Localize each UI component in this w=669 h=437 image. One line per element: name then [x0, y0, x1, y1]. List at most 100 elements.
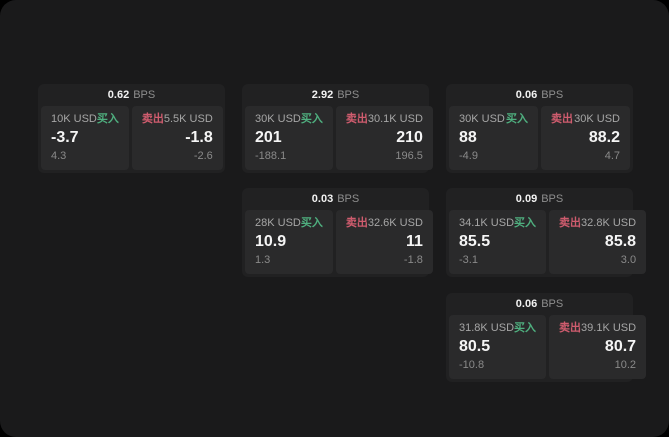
buy-amount: 34.1K USD — [459, 217, 515, 229]
card-header: 2.92 BPS — [242, 84, 429, 106]
sell-price: 80.7 — [604, 338, 637, 355]
card-header: 0.06 BPS — [446, 84, 633, 106]
quote-panels: 31.8K USD 买入 80.5 -10.8 卖出 39.1K USD 80.… — [449, 315, 647, 379]
buy-price: -3.7 — [51, 129, 79, 146]
sell-panel-header: 卖出 30K USD — [551, 113, 620, 126]
buy-change: 1.3 — [255, 254, 271, 266]
buy-amount: 28K USD — [255, 217, 301, 229]
bps-value: 0.09 — [515, 193, 538, 205]
buy-change: -4.9 — [459, 150, 478, 162]
sell-price: 88.2 — [588, 129, 620, 146]
card-header: 0.03 BPS — [242, 188, 429, 210]
buy-quote-panel[interactable]: 30K USD 买入 88 -4.9 — [449, 106, 538, 170]
bps-unit-label: BPS — [541, 298, 564, 310]
card-header: 0.06 BPS — [446, 293, 633, 315]
buy-change: 4.3 — [51, 150, 67, 162]
sell-amount: 32.6K USD — [367, 217, 423, 229]
sell-change: 10.2 — [614, 359, 637, 371]
buy-tag: 买入 — [506, 113, 528, 125]
sell-tag: 卖出 — [559, 217, 582, 229]
bps-unit-label: BPS — [337, 193, 360, 205]
bps-value: 0.03 — [311, 193, 334, 205]
sell-amount: 30K USD — [574, 113, 620, 125]
card-header: 0.09 BPS — [446, 188, 633, 210]
sell-quote-panel[interactable]: 卖出 39.1K USD 80.7 10.2 — [549, 315, 647, 379]
quote-panels: 30K USD 买入 201 -188.1 卖出 30.1K USD 210 1… — [245, 106, 433, 170]
sell-change: -1.8 — [403, 254, 423, 266]
quote-panels: 30K USD 买入 88 -4.9 卖出 30K USD 88.2 4.7 — [449, 106, 630, 170]
bps-value: 0.62 — [107, 89, 130, 101]
buy-panel-header: 10K USD 买入 — [51, 113, 119, 126]
buy-price: 80.5 — [459, 338, 491, 355]
buy-panel-header: 30K USD 买入 — [255, 113, 323, 126]
bps-value: 0.06 — [515, 89, 538, 101]
sell-change: 196.5 — [395, 150, 423, 162]
bps-unit-label: BPS — [541, 193, 564, 205]
buy-quote-panel[interactable]: 10K USD 买入 -3.7 4.3 — [41, 106, 129, 170]
quote-panels: 28K USD 买入 10.9 1.3 卖出 32.6K USD 11 -1.8 — [245, 210, 433, 274]
quote-card: 2.92 BPS 30K USD 买入 201 -188.1 卖出 30.1K … — [242, 84, 433, 173]
buy-tag: 买入 — [514, 217, 537, 229]
sell-change: -2.6 — [193, 150, 213, 162]
buy-tag: 买入 — [300, 113, 323, 125]
quote-card: 0.06 BPS 31.8K USD 买入 80.5 -10.8 卖出 39.1… — [446, 293, 647, 382]
buy-panel-header: 28K USD 买入 — [255, 217, 323, 230]
sell-panel-header: 卖出 32.6K USD — [346, 217, 423, 230]
buy-tag: 买入 — [514, 322, 537, 334]
sell-price: 11 — [405, 233, 423, 250]
buy-change: -10.8 — [459, 359, 485, 371]
bps-unit-label: BPS — [337, 89, 360, 101]
sell-quote-panel[interactable]: 卖出 32.6K USD 11 -1.8 — [335, 210, 433, 274]
bps-value: 0.06 — [515, 298, 538, 310]
sell-tag: 卖出 — [345, 217, 368, 229]
sell-quote-panel[interactable]: 卖出 30.1K USD 210 196.5 — [335, 106, 433, 170]
buy-quote-panel[interactable]: 28K USD 买入 10.9 1.3 — [245, 210, 333, 274]
quote-card: 0.06 BPS 30K USD 买入 88 -4.9 卖出 30K USD 8… — [446, 84, 633, 173]
sell-quote-panel[interactable]: 卖出 32.8K USD 85.8 3.0 — [549, 210, 647, 274]
sell-amount: 39.1K USD — [581, 322, 637, 334]
quote-card: 0.09 BPS 34.1K USD 买入 85.5 -3.1 卖出 32.8K… — [446, 188, 647, 277]
buy-change: -188.1 — [255, 150, 287, 162]
buy-quote-panel[interactable]: 34.1K USD 买入 85.5 -3.1 — [449, 210, 547, 274]
sell-price: -1.8 — [185, 129, 213, 146]
buy-tag: 买入 — [300, 217, 323, 229]
buy-change: -3.1 — [459, 254, 478, 266]
quote-panels: 34.1K USD 买入 85.5 -3.1 卖出 32.8K USD 85.8… — [449, 210, 647, 274]
sell-panel-header: 卖出 30.1K USD — [346, 113, 423, 126]
buy-amount: 30K USD — [459, 113, 505, 125]
quote-card: 0.62 BPS 10K USD 买入 -3.7 4.3 卖出 5.5K USD… — [38, 84, 225, 173]
buy-quote-panel[interactable]: 30K USD 买入 201 -188.1 — [245, 106, 333, 170]
buy-panel-header: 34.1K USD 买入 — [459, 217, 536, 230]
quote-card: 0.03 BPS 28K USD 买入 10.9 1.3 卖出 32.6K US… — [242, 188, 433, 277]
buy-tag: 买入 — [96, 113, 119, 125]
sell-amount: 32.8K USD — [581, 217, 637, 229]
buy-amount: 10K USD — [51, 113, 97, 125]
buy-price: 88 — [459, 129, 477, 146]
sell-price: 85.8 — [604, 233, 637, 250]
sell-quote-panel[interactable]: 卖出 30K USD 88.2 4.7 — [541, 106, 630, 170]
buy-amount: 31.8K USD — [459, 322, 515, 334]
bps-value: 2.92 — [311, 89, 334, 101]
sell-tag: 卖出 — [345, 113, 368, 125]
buy-price: 85.5 — [459, 233, 491, 250]
buy-panel-header: 31.8K USD 买入 — [459, 322, 536, 335]
sell-change: 4.7 — [604, 150, 620, 162]
bps-unit-label: BPS — [541, 89, 564, 101]
quote-panels: 10K USD 买入 -3.7 4.3 卖出 5.5K USD -1.8 -2.… — [41, 106, 223, 170]
buy-amount: 30K USD — [255, 113, 301, 125]
sell-panel-header: 卖出 32.8K USD — [559, 217, 636, 230]
buy-price: 10.9 — [255, 233, 287, 250]
sell-panel-header: 卖出 5.5K USD — [142, 113, 213, 126]
sell-tag: 卖出 — [559, 322, 582, 334]
sell-change: 3.0 — [620, 254, 637, 266]
sell-amount: 30.1K USD — [367, 113, 423, 125]
buy-price: 201 — [255, 129, 282, 146]
buy-quote-panel[interactable]: 31.8K USD 买入 80.5 -10.8 — [449, 315, 547, 379]
sell-quote-panel[interactable]: 卖出 5.5K USD -1.8 -2.6 — [131, 106, 223, 170]
sell-price: 210 — [396, 129, 423, 146]
card-header: 0.62 BPS — [38, 84, 225, 106]
buy-panel-header: 30K USD 买入 — [459, 113, 528, 126]
sell-panel-header: 卖出 39.1K USD — [559, 322, 636, 335]
sell-tag: 卖出 — [551, 113, 573, 125]
